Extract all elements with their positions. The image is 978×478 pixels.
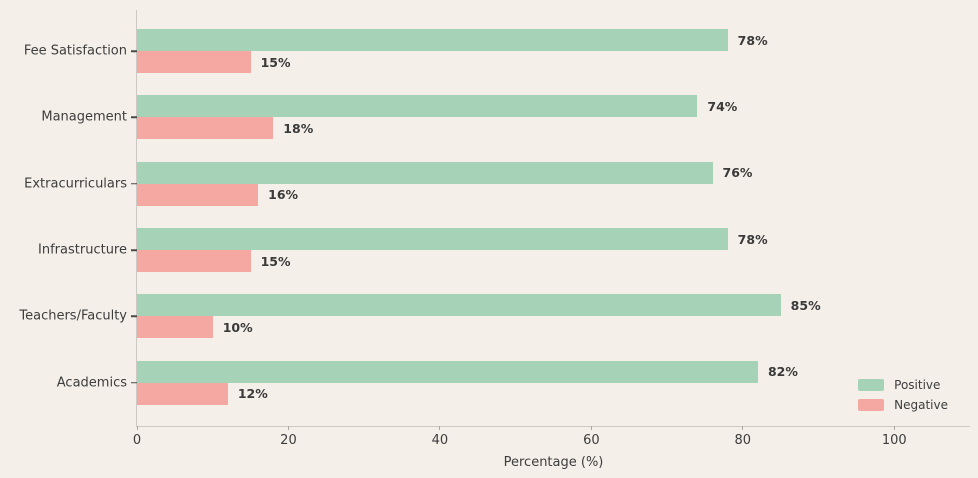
bar-group: 78% 15% <box>137 217 970 283</box>
positive-bar <box>137 161 713 184</box>
legend-swatch-positive <box>858 379 885 391</box>
negative-bar <box>137 51 251 74</box>
value-label: 78% <box>737 32 768 48</box>
x-tick-mark <box>893 426 895 430</box>
legend-label: Negative <box>894 398 948 412</box>
value-label: 18% <box>283 120 314 136</box>
bar-line: 16% <box>137 183 970 206</box>
x-tick-label: 0 <box>132 433 142 448</box>
positive-bar <box>137 360 758 383</box>
category-label: Infrastructure <box>38 242 127 258</box>
bar-group: 78% 15% <box>137 18 970 84</box>
negative-bar <box>137 183 259 206</box>
y-tick-mark <box>131 116 137 119</box>
x-tick-mark <box>590 426 592 430</box>
negative-bar <box>137 250 251 273</box>
y-tick-mark <box>131 183 137 185</box>
value-label: 15% <box>260 253 291 269</box>
legend-label: Positive <box>894 378 941 392</box>
legend-swatch-negative <box>858 399 885 411</box>
legend: Positive Negative <box>858 378 948 412</box>
negative-bar <box>137 316 213 339</box>
x-axis-label: Percentage (%) <box>503 455 604 470</box>
category-label: Management <box>41 109 127 125</box>
category-label: Teachers/Faculty <box>19 308 127 324</box>
x-tick-label: 40 <box>431 433 449 448</box>
bar-group: 85% 10% <box>137 283 970 349</box>
bar-group: 74% 18% <box>137 84 970 150</box>
x-tick-label: 100 <box>881 433 907 448</box>
plot-area: Fee Satisfaction 78% 15% Management 74% 18% Ex… <box>19 10 970 470</box>
bar-group: 82% 12% <box>137 350 970 416</box>
bar-line: 15% <box>137 51 970 74</box>
category-row: Academics 82% 12% <box>57 350 970 416</box>
value-label: 76% <box>722 165 753 181</box>
bar-line: 78% <box>137 228 970 251</box>
negative-bar <box>137 382 228 405</box>
value-label: 85% <box>790 297 821 313</box>
category-row: Teachers/Faculty 85% 10% <box>19 283 970 349</box>
y-tick-mark <box>131 382 137 384</box>
category-row: Extracurriculars 76% 16% <box>24 151 970 217</box>
bar-line: 78% <box>137 29 970 52</box>
bar-rows: Fee Satisfaction 78% 15% Management 74% 18% Ex… <box>19 10 970 426</box>
bar-line: 15% <box>137 250 970 273</box>
y-tick-mark <box>131 249 137 251</box>
legend-item: Positive <box>858 378 948 392</box>
bar-line: 74% <box>137 95 970 118</box>
category-row: Fee Satisfaction 78% 15% <box>24 18 970 84</box>
category-row: Infrastructure 78% 15% <box>38 217 970 283</box>
bar-line: 82% <box>137 360 970 383</box>
value-label: 74% <box>707 98 738 114</box>
category-label: Fee Satisfaction <box>23 43 127 59</box>
x-tick-label: 80 <box>734 433 752 448</box>
x-tick-mark <box>136 426 138 430</box>
value-label: 78% <box>737 231 768 247</box>
y-tick-mark <box>131 50 137 52</box>
negative-bar <box>137 117 274 140</box>
category-label: Academics <box>56 375 127 391</box>
x-tick-mark <box>287 426 289 430</box>
x-tick-label: 20 <box>280 433 297 448</box>
bar-line: 10% <box>137 316 970 339</box>
category-row: Management 74% 18% <box>41 84 970 150</box>
positive-bar <box>137 29 728 52</box>
x-tick-mark <box>439 426 441 430</box>
positive-bar <box>137 95 698 118</box>
bar-line: 12% <box>137 382 970 405</box>
positive-bar <box>137 228 728 251</box>
bar-line: 18% <box>137 117 970 140</box>
bar-group: 76% 16% <box>137 151 970 217</box>
legend-item: Negative <box>858 398 948 412</box>
value-label: 82% <box>767 364 798 380</box>
category-label: Extracurriculars <box>24 176 127 192</box>
bar-line: 76% <box>137 161 970 184</box>
bar-line: 85% <box>137 294 970 317</box>
x-tick-label: 60 <box>583 433 600 448</box>
value-label: 12% <box>237 386 268 402</box>
value-label: 16% <box>268 187 299 203</box>
value-label: 15% <box>260 54 291 70</box>
value-label: 10% <box>222 319 253 335</box>
y-tick-mark <box>131 315 137 318</box>
positive-bar <box>137 294 781 317</box>
x-tick-mark <box>742 426 744 430</box>
